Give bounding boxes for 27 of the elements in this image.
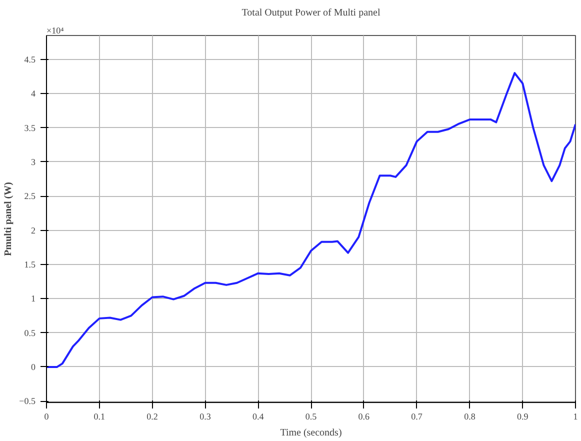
x-tick-label: 0.5 bbox=[305, 412, 318, 422]
y-tick-label: 3 bbox=[31, 156, 36, 167]
x-tick-label: 0.4 bbox=[252, 412, 264, 422]
x-tick-label: 0.7 bbox=[411, 412, 423, 422]
y-tick-label: −0.5 bbox=[19, 396, 36, 406]
y-tick-label: 2 bbox=[31, 225, 36, 236]
y-tick-label: 4 bbox=[31, 88, 36, 99]
y-axis-title: Pmulti panel (W) bbox=[3, 182, 14, 256]
y-tick-label: 3.5 bbox=[24, 122, 36, 133]
chart-title: Total Output Power of Multi panel bbox=[242, 8, 380, 18]
x-tick-label: 0.9 bbox=[516, 412, 529, 422]
y-tick-label: 0 bbox=[31, 362, 36, 372]
y-tick-label: 1.5 bbox=[24, 259, 36, 270]
x-tick-label: 0.1 bbox=[94, 412, 106, 422]
annotation: ×10⁴ bbox=[46, 26, 64, 36]
y-tick-label: 4.5 bbox=[24, 54, 36, 64]
y-tick-label: 1 bbox=[31, 294, 36, 304]
y-tick-label: 2.5 bbox=[24, 191, 36, 202]
x-axis-title: Time (seconds) bbox=[280, 428, 342, 438]
x-tick-label: 0 bbox=[44, 412, 50, 422]
x-tick-label: 0.3 bbox=[200, 412, 212, 422]
line-series bbox=[46, 72, 576, 368]
x-tick-label: 0.2 bbox=[146, 412, 158, 422]
x-tick-label: 0.6 bbox=[358, 412, 370, 422]
y-tick-label: 0.5 bbox=[24, 328, 36, 338]
x-tick-label: 1 bbox=[573, 412, 578, 422]
x-tick-label: 0.8 bbox=[464, 412, 476, 422]
